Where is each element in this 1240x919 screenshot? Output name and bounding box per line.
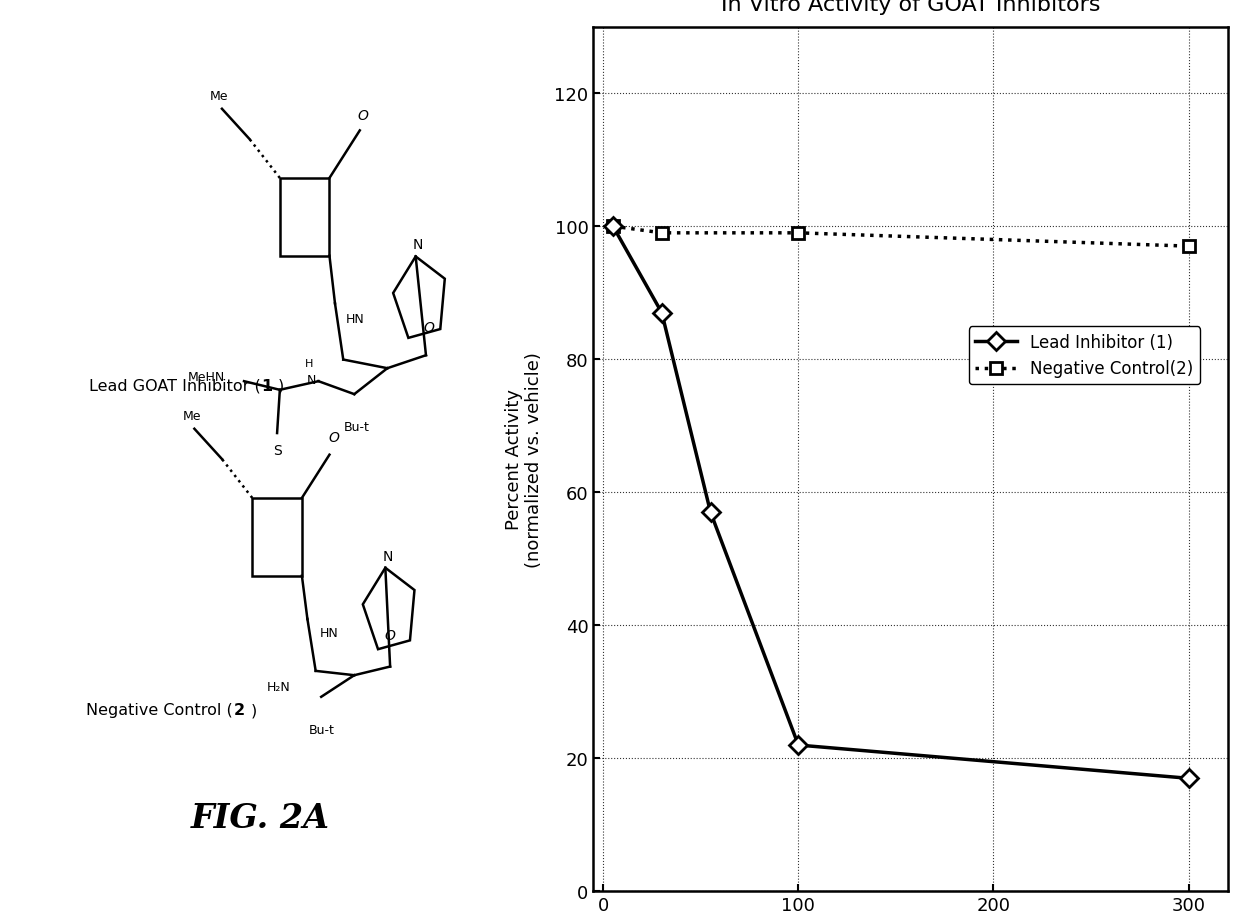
Text: MeHN: MeHN bbox=[187, 371, 224, 384]
Text: ): ) bbox=[278, 379, 284, 393]
Text: Negative Control (: Negative Control ( bbox=[87, 702, 233, 718]
Negative Control(2) bbox=[791, 228, 806, 239]
Text: Me: Me bbox=[210, 90, 228, 103]
Text: 1: 1 bbox=[262, 379, 273, 393]
Lead Inhibitor (1) bbox=[655, 308, 670, 319]
Line: Negative Control(2): Negative Control(2) bbox=[606, 221, 1195, 253]
Lead Inhibitor (1) bbox=[1182, 773, 1197, 784]
Y-axis label: Percent Activity
(normalized vs. vehicle): Percent Activity (normalized vs. vehicle… bbox=[505, 352, 543, 567]
Text: O: O bbox=[329, 431, 340, 445]
Text: O: O bbox=[357, 108, 368, 122]
Legend: Lead Inhibitor (1), Negative Control(2): Lead Inhibitor (1), Negative Control(2) bbox=[968, 327, 1200, 385]
Title: In Vitro Activity of GOAT Inhibitors: In Vitro Activity of GOAT Inhibitors bbox=[720, 0, 1100, 15]
Text: ): ) bbox=[250, 702, 257, 718]
Text: O: O bbox=[384, 629, 396, 642]
Text: N: N bbox=[306, 373, 316, 387]
Text: H₂N: H₂N bbox=[267, 680, 291, 693]
Line: Lead Inhibitor (1): Lead Inhibitor (1) bbox=[606, 221, 1195, 785]
Text: 2: 2 bbox=[234, 702, 246, 718]
Negative Control(2) bbox=[655, 228, 670, 239]
Text: S: S bbox=[273, 444, 281, 458]
Negative Control(2) bbox=[1182, 242, 1197, 253]
Text: Lead GOAT Inhibitor (: Lead GOAT Inhibitor ( bbox=[89, 379, 260, 393]
Text: O: O bbox=[423, 320, 434, 335]
Text: HN: HN bbox=[320, 626, 339, 640]
Text: FIG. 2A: FIG. 2A bbox=[191, 801, 330, 834]
Text: N: N bbox=[382, 550, 393, 563]
Text: HN: HN bbox=[346, 312, 365, 325]
Lead Inhibitor (1) bbox=[791, 740, 806, 751]
Text: H: H bbox=[305, 358, 312, 369]
Text: Bu-t: Bu-t bbox=[309, 723, 334, 736]
Negative Control(2) bbox=[605, 221, 620, 233]
Lead Inhibitor (1) bbox=[703, 507, 718, 518]
Text: Me: Me bbox=[182, 409, 201, 423]
Text: Bu-t: Bu-t bbox=[345, 421, 370, 434]
Text: N: N bbox=[413, 238, 423, 252]
Lead Inhibitor (1) bbox=[605, 221, 620, 233]
